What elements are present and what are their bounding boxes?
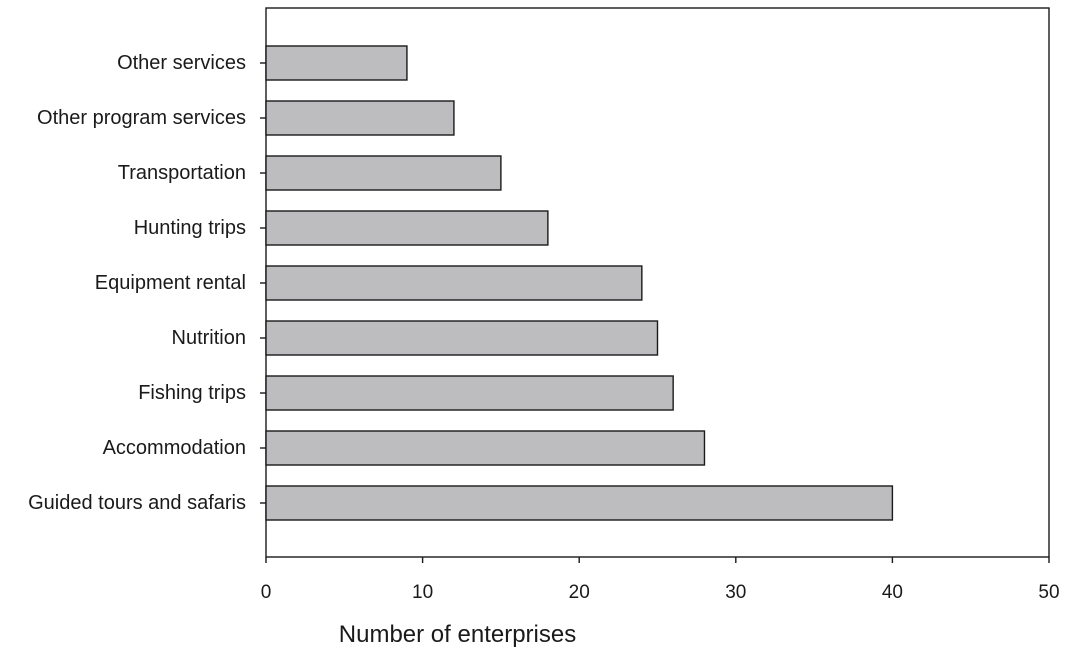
bar bbox=[265, 320, 659, 356]
x-axis-ticks: 0 10 20 30 40 50 bbox=[261, 557, 1060, 603]
x-tick-label: 10 bbox=[412, 582, 433, 603]
x-tick-label: 20 bbox=[569, 582, 590, 603]
category-label: Accommodation bbox=[103, 437, 246, 459]
category-label: Equipment rental bbox=[95, 272, 246, 294]
bars-layer bbox=[265, 45, 894, 521]
bar bbox=[265, 375, 674, 411]
bar bbox=[265, 45, 408, 81]
category-label: Hunting trips bbox=[134, 217, 246, 239]
bar bbox=[265, 485, 894, 521]
bar bbox=[265, 265, 643, 301]
category-label: Fishing trips bbox=[138, 382, 246, 404]
bar bbox=[265, 100, 455, 136]
x-tick-label: 0 bbox=[261, 582, 272, 603]
bar bbox=[265, 155, 502, 191]
category-labels: Other services Other program services Tran… bbox=[28, 52, 266, 514]
x-tick-label: 50 bbox=[1038, 582, 1059, 603]
bar bbox=[265, 210, 549, 246]
category-label: Transportation bbox=[118, 162, 246, 184]
category-label: Other program services bbox=[37, 107, 246, 129]
category-label: Nutrition bbox=[172, 327, 246, 349]
category-label: Guided tours and safaris bbox=[28, 492, 246, 514]
x-axis-title: Number of enterprises bbox=[339, 621, 576, 648]
bar bbox=[265, 430, 706, 466]
category-label: Other services bbox=[117, 52, 246, 74]
x-tick-label: 40 bbox=[882, 582, 903, 603]
x-tick-label: 30 bbox=[725, 582, 746, 603]
